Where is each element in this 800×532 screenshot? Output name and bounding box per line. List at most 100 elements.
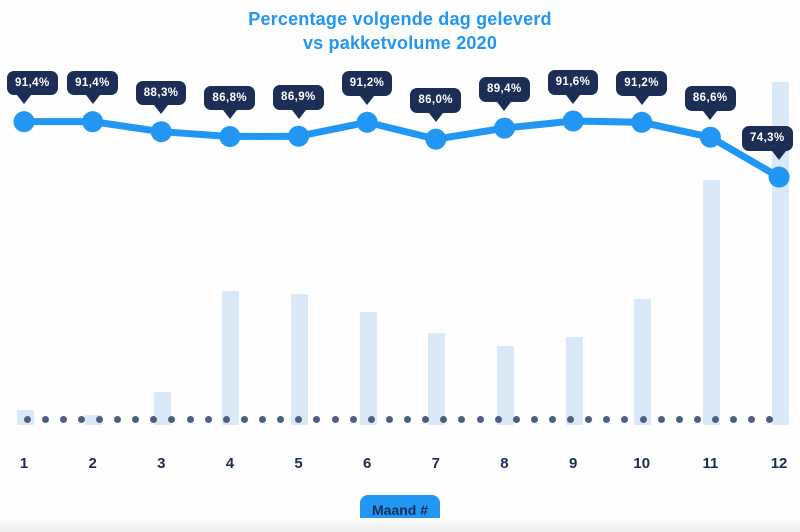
volume-bar — [634, 299, 652, 425]
baseline-dot — [367, 415, 375, 423]
baseline-dot — [730, 415, 738, 423]
volume-bar — [85, 415, 103, 425]
chart-title-line2: vs pakketvolume 2020 — [302, 33, 498, 54]
x-tick-label: 9 — [568, 455, 578, 472]
x-tick-label: 12 — [770, 455, 788, 472]
badge-tail — [17, 95, 31, 105]
data-label-badge: 91,6% — [547, 70, 599, 104]
x-tick-label: 8 — [500, 455, 509, 472]
baseline-dot — [603, 415, 611, 423]
baseline-dot — [204, 415, 212, 423]
x-tick-label: 6 — [363, 455, 372, 472]
volume-bar — [565, 336, 583, 425]
x-axis-title-label: Maand # — [371, 502, 429, 518]
data-point-marker — [631, 111, 653, 133]
baseline-dot — [494, 415, 502, 423]
data-label-badge: 74,3% — [742, 126, 793, 160]
data-point-marker — [768, 166, 790, 188]
volume-bar — [153, 392, 171, 425]
chart-title-line1: Percentage volgende dag geleverd — [248, 9, 552, 29]
badge-tail — [291, 109, 306, 119]
x-tick-label: 4 — [225, 455, 235, 472]
badge-tail — [634, 95, 649, 105]
baseline-dot — [440, 415, 448, 423]
baseline-dot — [186, 415, 194, 423]
volume-bar — [222, 290, 240, 425]
data-label-badge: 86,8% — [204, 85, 256, 120]
baseline-dot — [222, 415, 230, 423]
baseline-dot — [168, 415, 176, 423]
baseline-dot — [621, 415, 629, 423]
data-label-badge: 88,3% — [135, 80, 187, 115]
x-tick-label: 1 — [19, 455, 29, 472]
data-point-marker — [288, 125, 310, 147]
badge-tail — [703, 110, 718, 120]
data-point-marker — [219, 126, 241, 148]
x-tick-label: 2 — [88, 455, 97, 472]
volume-bar — [496, 346, 514, 425]
badge-tail — [154, 105, 169, 115]
baseline-dot — [712, 415, 720, 423]
badge-tail — [497, 101, 512, 111]
data-point-marker — [150, 121, 172, 143]
baseline-dot — [295, 415, 303, 423]
data-point-marker — [356, 111, 378, 133]
baseline-dot — [114, 415, 122, 423]
baseline-dot — [23, 415, 31, 423]
baseline-dot — [41, 415, 49, 423]
baseline-dot — [657, 415, 665, 423]
x-tick-label: 11 — [702, 455, 719, 472]
data-label-badge: 91,2% — [616, 71, 667, 105]
badge-tail — [772, 150, 787, 160]
baseline-dot — [77, 415, 85, 423]
baseline-dot — [512, 415, 520, 423]
chart-title: Percentage volgende dag geleverd vs pakk… — [0, 7, 800, 56]
baseline-dot — [585, 415, 593, 423]
badge-tail — [222, 110, 237, 120]
volume-bar — [702, 180, 720, 425]
baseline-dot — [313, 415, 321, 423]
volume-bar — [359, 312, 377, 425]
baseline-dot — [530, 415, 538, 423]
baseline-dot — [458, 415, 466, 423]
baseline-dot — [132, 415, 140, 423]
baseline-dot — [404, 415, 412, 423]
data-label-badge: 91,4% — [7, 70, 58, 105]
baseline-dot — [277, 415, 285, 423]
baseline-dot — [748, 415, 756, 423]
baseline-dot — [675, 415, 683, 423]
baseline-dot — [385, 415, 393, 423]
baseline-dot — [349, 415, 357, 423]
data-label-badge: 91,4% — [67, 70, 118, 105]
x-tick-label: 7 — [431, 455, 440, 472]
data-label-badge: 91,2% — [341, 71, 393, 105]
baseline-dot — [567, 415, 575, 423]
badge-tail — [85, 95, 100, 105]
volume-bar — [291, 293, 309, 425]
badge-tail — [428, 112, 443, 122]
volume-bar — [428, 333, 446, 425]
x-tick-label: 3 — [157, 455, 166, 472]
baseline-dot — [95, 415, 103, 423]
baseline-dot — [259, 415, 267, 423]
data-label-badge: 86,6% — [684, 86, 736, 120]
baseline-dot — [693, 415, 701, 423]
data-label-badge: 89,4% — [478, 77, 530, 111]
data-label-badge: 86,9% — [273, 85, 324, 119]
baseline-dot — [331, 415, 339, 423]
baseline-dot — [240, 415, 248, 423]
baseline-dot — [422, 415, 430, 423]
baseline-dot — [548, 415, 556, 423]
badge-tail — [566, 94, 581, 104]
data-label-badge: 86,0% — [410, 88, 461, 122]
data-point-marker — [699, 126, 721, 148]
baseline-dot — [639, 415, 647, 423]
baseline-dot — [766, 415, 774, 423]
baseline-dot — [59, 415, 67, 423]
